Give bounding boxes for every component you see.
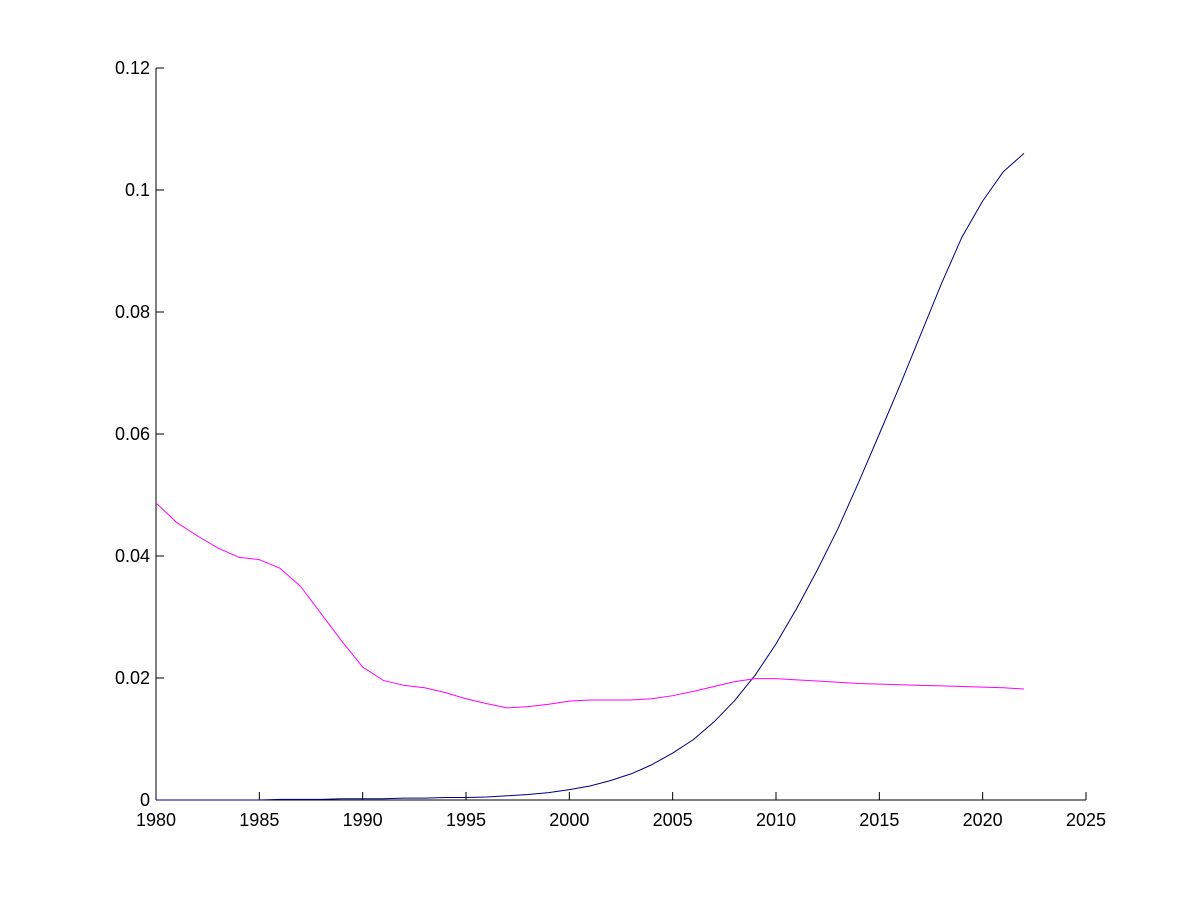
y-tick-label: 0 [140, 790, 150, 810]
y-tick-label: 0.04 [115, 546, 150, 566]
x-tick-label: 2025 [1066, 810, 1106, 830]
x-tick-label: 1990 [343, 810, 383, 830]
y-tick-label: 0.02 [115, 668, 150, 688]
x-tick-label: 1980 [136, 810, 176, 830]
x-tick-label: 2010 [756, 810, 796, 830]
x-tick-label: 2005 [653, 810, 693, 830]
y-tick-label: 0.1 [125, 180, 150, 200]
y-tick-label: 0.08 [115, 302, 150, 322]
x-tick-label: 2020 [963, 810, 1003, 830]
x-tick-label: 1985 [239, 810, 279, 830]
plot-lines [155, 153, 1025, 801]
y-ticks: 0 0.02 0.04 0.06 0.08 0.1 0.12 [115, 58, 164, 810]
x-tick-label: 2000 [549, 810, 589, 830]
x-tick-label: 2015 [859, 810, 899, 830]
series-line-1 [156, 153, 1025, 801]
x-tick-label: 1995 [446, 810, 486, 830]
x-ticks: 1980 1985 1990 1995 2000 2005 2010 2015 2020 2025 [136, 792, 1106, 830]
y-tick-label: 0.12 [115, 58, 150, 78]
y-tick-label: 0.06 [115, 424, 150, 444]
axes [155, 68, 1086, 801]
series-line-2 [155, 502, 1025, 709]
